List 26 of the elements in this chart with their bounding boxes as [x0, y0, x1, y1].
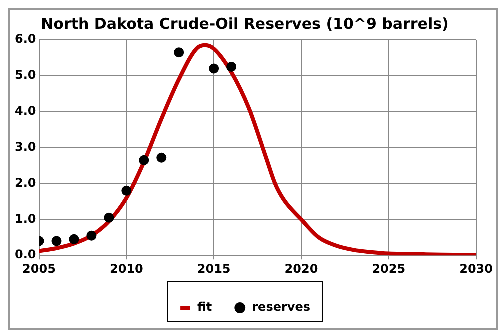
point [52, 236, 62, 246]
x-tick-label: 2010 [110, 262, 144, 276]
y-tick-label: 5.0 [14, 68, 36, 82]
chart-title: North Dakota Crude-Oil Reserves (10^9 barrels) [41, 14, 449, 33]
point [104, 212, 114, 223]
legend-label: fit [198, 300, 212, 314]
y-tick-label: 4.0 [14, 104, 36, 118]
x-tick-label: 2025 [372, 262, 406, 276]
x-tick-label: 2005 [22, 262, 56, 276]
y-tick-label: 3.0 [14, 140, 36, 154]
x-tick-label: 2030 [460, 262, 494, 276]
point [174, 48, 184, 58]
y-tick-label: 1.0 [14, 212, 36, 226]
x-tick-label: 2015 [197, 262, 231, 276]
point [209, 64, 220, 74]
point [139, 155, 150, 166]
y-tick-label: 2.0 [14, 176, 36, 190]
point [122, 186, 132, 196]
point [226, 62, 237, 72]
point [69, 234, 80, 244]
y-tick-label: 0.0 [14, 248, 36, 262]
x-tick-label: 2020 [284, 262, 318, 276]
point [86, 230, 97, 241]
point [156, 152, 167, 163]
y-tick-label: 6.0 [14, 32, 36, 46]
legend-label: reserves [252, 300, 310, 314]
